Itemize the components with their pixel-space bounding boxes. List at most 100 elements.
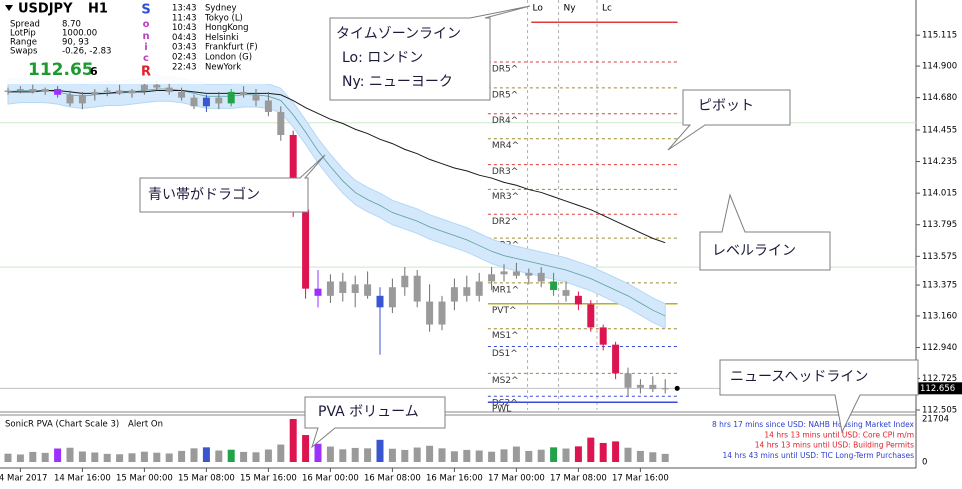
y-tick-label: 112.505 xyxy=(922,406,957,416)
volume-bar xyxy=(54,448,62,462)
stat-label: Range xyxy=(10,38,37,48)
session-time: 13:43 xyxy=(172,4,197,14)
candle-body xyxy=(339,281,347,293)
volume-bar xyxy=(525,450,533,462)
volume-bar xyxy=(512,446,520,462)
candle-body xyxy=(252,94,260,101)
session-time: 04:43 xyxy=(172,33,197,43)
volume-bar xyxy=(438,448,446,462)
candle-body xyxy=(587,304,595,328)
stat-value: 1000.00 xyxy=(62,29,97,39)
volume-bar xyxy=(388,448,396,462)
volume-bar xyxy=(202,447,210,462)
brand-letter: S xyxy=(141,3,150,18)
volume-bar xyxy=(128,453,136,462)
volume-bar xyxy=(116,454,124,462)
pivot-label: MS1^ xyxy=(492,331,519,341)
candle-body xyxy=(512,271,520,276)
y-tick-label: 113.160 xyxy=(922,311,957,321)
volume-bar xyxy=(103,453,111,462)
volume-bar xyxy=(587,437,595,462)
pivot-label: MR3^ xyxy=(492,192,519,202)
volume-bar xyxy=(277,444,285,462)
x-tick-label: 16 Mar 16:00 xyxy=(426,474,483,484)
pivot-label: PWL xyxy=(492,405,511,415)
volume-bar xyxy=(16,454,24,462)
y-tick-label: 114.900 xyxy=(922,62,957,72)
volume-bar xyxy=(215,450,223,462)
pivot-label: MR4^ xyxy=(492,141,519,151)
candle-body xyxy=(438,301,446,325)
volume-bar xyxy=(351,447,359,462)
candle-body xyxy=(29,89,37,92)
candle-body xyxy=(54,89,62,95)
volume-bar xyxy=(562,448,570,462)
news-line: 14 hrs 13 mins until USD: Building Permi… xyxy=(755,441,914,450)
y-tick-label: 115.115 xyxy=(922,31,957,41)
callout-text: Ny: ニューヨーク xyxy=(342,74,453,90)
x-tick-label: 15 Mar 08:00 xyxy=(178,474,235,484)
volume-bar xyxy=(91,452,99,462)
candle-body xyxy=(525,272,533,276)
x-tick-label: 16 Mar 00:00 xyxy=(302,474,359,484)
candle-body xyxy=(488,274,496,282)
candle-body xyxy=(351,284,359,293)
volume-bar xyxy=(29,451,37,462)
candle-body xyxy=(4,90,12,92)
last-price-label: 112.656 xyxy=(920,384,955,394)
callout-box xyxy=(139,154,326,213)
volume-bar xyxy=(463,449,471,462)
y-tick-label: 113.375 xyxy=(922,281,957,291)
brand-letter: R xyxy=(141,65,151,80)
volume-bar xyxy=(190,448,198,462)
time-line-label: Ny xyxy=(564,4,577,14)
volume-bar xyxy=(314,443,322,462)
y-tick-label: 112.725 xyxy=(922,374,957,384)
x-tick-label: 17 Mar 00:00 xyxy=(488,474,545,484)
x-tick-label: 17 Mar 16:00 xyxy=(612,474,669,484)
candle-body xyxy=(426,301,434,325)
brand-letter: n xyxy=(142,31,149,42)
session-city: NewYork xyxy=(205,62,241,72)
volume-bar xyxy=(426,445,434,462)
x-tick-label: 15 Mar 16:00 xyxy=(240,474,297,484)
callout-text: PVA ボリューム xyxy=(318,404,419,420)
candle-body xyxy=(574,295,582,305)
candle-body xyxy=(227,91,235,104)
volume-bar xyxy=(289,419,297,462)
info-panel: USDJPY H1 112.65 6 Spread 8.70 LotPip 1000.… xyxy=(0,0,282,84)
candle-body xyxy=(78,94,86,104)
price-digit: 6 xyxy=(90,65,98,78)
candle-body xyxy=(636,384,644,388)
info-background xyxy=(0,0,282,84)
candle-body xyxy=(364,284,372,296)
volume-bar xyxy=(401,449,409,462)
volume-bar xyxy=(78,451,86,462)
volume-bar xyxy=(661,453,669,462)
candle-body xyxy=(413,275,421,302)
pivot-label: DR3^ xyxy=(492,167,518,177)
callout-text: レベルライン xyxy=(712,243,796,259)
candle-body xyxy=(500,271,508,275)
time-line-label: Lo xyxy=(533,4,544,14)
stat-value: 90, 93 xyxy=(62,38,89,48)
volume-tick-label: 0 xyxy=(922,458,927,468)
menu-arrow xyxy=(5,5,13,11)
volume-bar xyxy=(537,449,545,462)
volume-bar xyxy=(302,435,310,462)
volume-bar xyxy=(450,451,458,462)
volume-bar xyxy=(649,452,657,462)
callout-box xyxy=(719,359,919,434)
pivot-label: DS2^ xyxy=(492,399,518,409)
stat-label: LotPip xyxy=(10,29,36,39)
pivot-label: PVT^ xyxy=(492,306,517,316)
candle-body xyxy=(326,281,334,296)
candle-body xyxy=(240,91,248,95)
volume-bar xyxy=(240,451,248,462)
volume-bar xyxy=(364,448,372,462)
volume-bar xyxy=(599,442,607,462)
candle-body xyxy=(41,89,49,92)
brand-letter: o xyxy=(143,19,150,30)
volume-bar xyxy=(612,441,620,462)
